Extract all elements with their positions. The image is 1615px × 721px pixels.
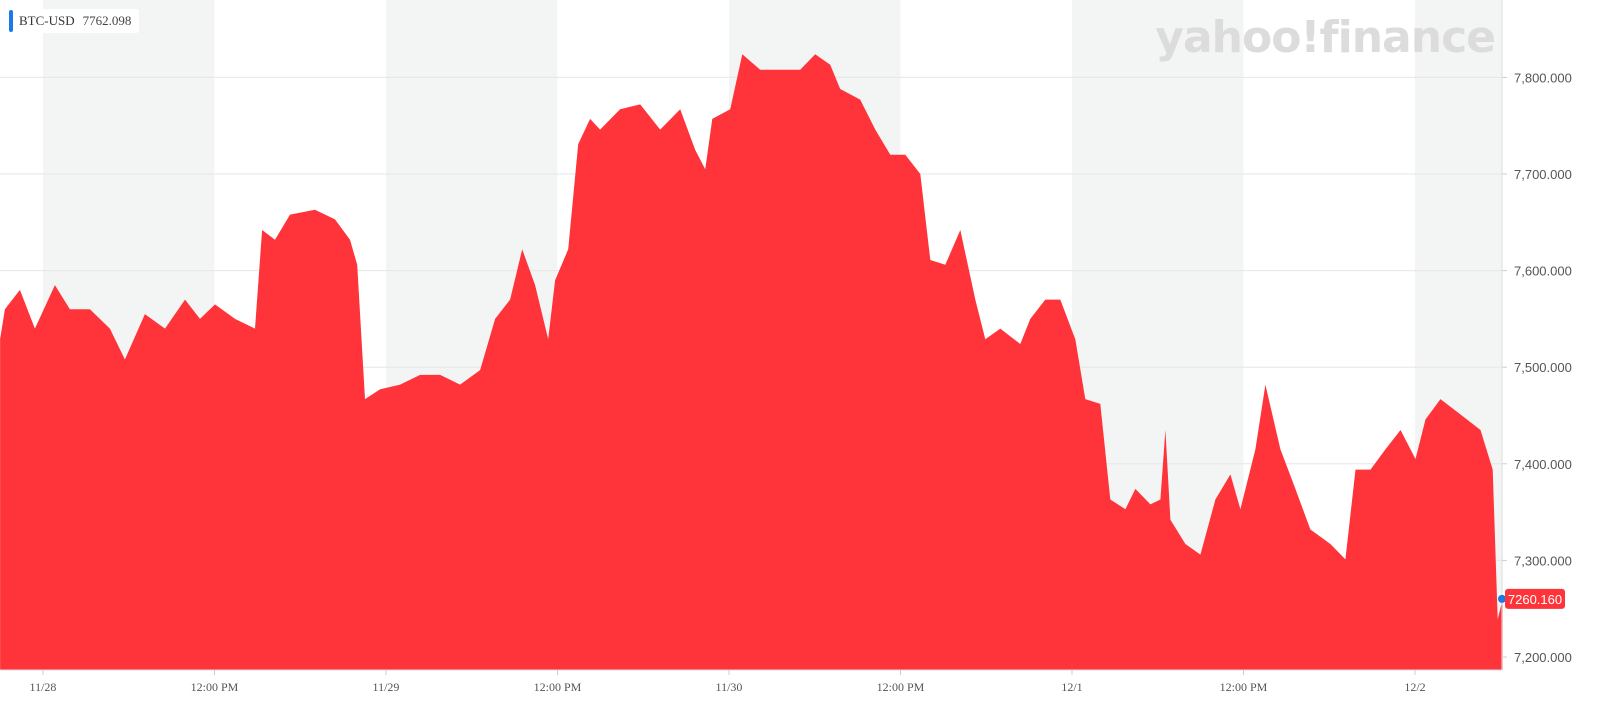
y-tick-label: 7,500.000 [1514, 360, 1572, 375]
series-color-swatch [9, 10, 13, 32]
y-tick-label: 7,400.000 [1514, 457, 1572, 472]
y-tick-label: 7,700.000 [1514, 167, 1572, 182]
last-price-dot [1498, 594, 1506, 603]
y-axis: 7,200.000 7,300.000 7,400.000 7,500.000 7,60… [1501, 0, 1572, 670]
last-price-label: 7260.160 [1508, 592, 1562, 607]
last-price-marker: 7260.160 [1498, 588, 1565, 609]
x-tick-label: 12:00 PM [877, 680, 925, 694]
last-price-badge [1505, 588, 1565, 609]
y-tick-label: 7,200.000 [1514, 650, 1572, 665]
x-tick-label: 11/29 [373, 680, 400, 694]
x-tick-label: 11/30 [716, 680, 743, 694]
legend-symbol: BTC-USD [19, 13, 75, 28]
y-tick-label: 7,800.000 [1514, 70, 1572, 85]
yahoo-finance-logo: yahoo!finance [1155, 12, 1496, 63]
y-tick-label: 7,300.000 [1514, 553, 1572, 568]
x-tick-label: 12:00 PM [534, 680, 582, 694]
x-tick-label: 11/28 [30, 680, 57, 694]
x-tick-label: 12/1 [1061, 680, 1082, 694]
y-tick-label: 7,600.000 [1514, 264, 1572, 279]
x-tick-label: 12:00 PM [1220, 680, 1268, 694]
legend-value: 7762.098 [82, 13, 132, 28]
x-tick-label: 12:00 PM [191, 680, 239, 694]
x-axis: 11/28 12:00 PM 11/29 12:00 PM 11/30 12:00 PM 1… [0, 669, 1502, 694]
price-area [0, 54, 1503, 670]
series-legend[interactable]: BTC-USD 7762.098 [9, 9, 140, 33]
x-tick-label: 12/2 [1404, 680, 1425, 694]
